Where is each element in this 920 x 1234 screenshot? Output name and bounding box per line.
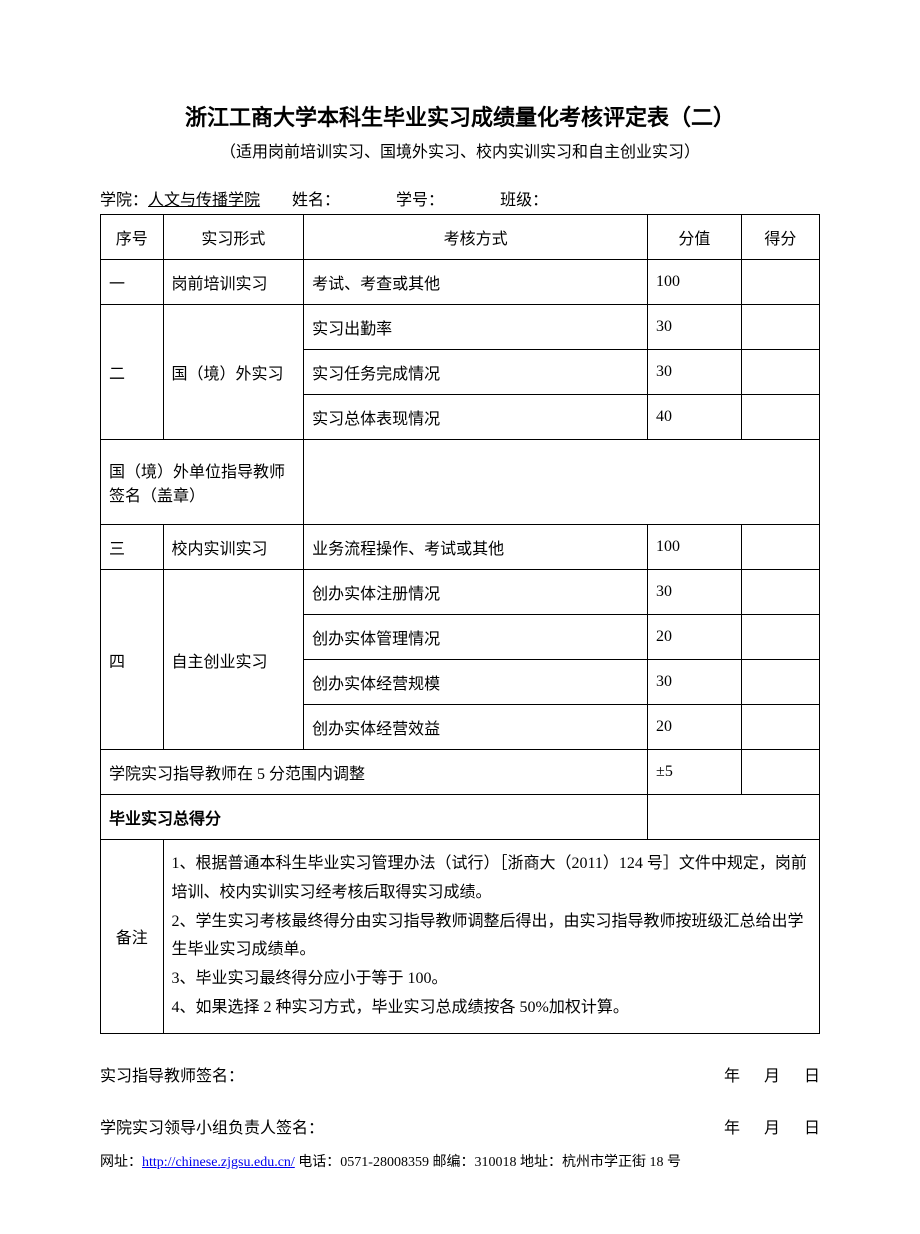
assessment-table: 序号 实习形式 考核方式 分值 得分 一 岗前培训实习 考试、考查或其他 100… (100, 214, 820, 1034)
cell-seq: 三 (101, 525, 164, 570)
cell-score: 30 (648, 660, 742, 705)
name-label: 姓名： (292, 186, 340, 210)
total-label: 毕业实习总得分 (101, 795, 648, 840)
leader-sign-line: 学院实习领导小组负责人签名： 年 月 日 (100, 1114, 820, 1138)
cell-method: 创办实体经营效益 (304, 705, 648, 750)
student-info-line: 学院： 人文与传播学院 姓名： 学号： 班级： (100, 186, 820, 210)
cell-method: 实习出勤率 (304, 305, 648, 350)
document-title: 浙江工商大学本科生毕业实习成绩量化考核评定表（二） (100, 100, 820, 132)
phone-text: 电话：0571-28008359 (295, 1155, 429, 1170)
header-seq: 序号 (101, 215, 164, 260)
note-3: 3、毕业实习最终得分应小于等于 100。 (172, 965, 811, 994)
leader-sign-label: 学院实习领导小组负责人签名： (100, 1114, 324, 1138)
date-placeholder: 年 月 日 (724, 1114, 820, 1138)
cell-get (741, 395, 819, 440)
cell-get (741, 260, 819, 305)
cell-seq: 二 (101, 305, 164, 440)
teacher-sign-label: 实习指导教师签名： (100, 1062, 244, 1086)
note-4: 4、如果选择 2 种实习方式，毕业实习总成绩按各 50%加权计算。 (172, 994, 811, 1023)
cell-get (741, 615, 819, 660)
cell-method: 业务流程操作、考试或其他 (304, 525, 648, 570)
college-label: 学院： (100, 186, 148, 210)
cell-score: 40 (648, 395, 742, 440)
footer: 网址：http://chinese.zjgsu.edu.cn/ 电话：0571-… (100, 1152, 820, 1174)
cell-method: 实习任务完成情况 (304, 350, 648, 395)
cell-method: 创办实体经营规模 (304, 660, 648, 705)
table-row: 四 自主创业实习 创办实体注册情况 30 (101, 570, 820, 615)
signature-space (304, 440, 820, 525)
notes-label: 备注 (101, 840, 164, 1034)
cell-seq: 四 (101, 570, 164, 750)
zip-text: 邮编：310018 (429, 1155, 517, 1170)
cell-method: 创办实体注册情况 (304, 570, 648, 615)
header-score: 分值 (648, 215, 742, 260)
total-value (648, 795, 820, 840)
cell-form: 国（境）外实习 (163, 305, 304, 440)
url-label: 网址： (100, 1155, 142, 1170)
header-get: 得分 (741, 215, 819, 260)
table-header-row: 序号 实习形式 考核方式 分值 得分 (101, 215, 820, 260)
document-subtitle: （适用岗前培训实习、国境外实习、校内实训实习和自主创业实习） (100, 138, 820, 162)
table-row: 三 校内实训实习 业务流程操作、考试或其他 100 (101, 525, 820, 570)
notes-content: 1、根据普通本科生毕业实习管理办法（试行）［浙商大（2011）124 号］文件中… (163, 840, 819, 1034)
table-row: 一 岗前培训实习 考试、考查或其他 100 (101, 260, 820, 305)
cell-get (741, 570, 819, 615)
signature-row: 国（境）外单位指导教师签名（盖章） (101, 440, 820, 525)
cell-score: 20 (648, 615, 742, 660)
id-label: 学号： (396, 186, 444, 210)
cell-form: 岗前培训实习 (163, 260, 304, 305)
cell-score: 30 (648, 305, 742, 350)
cell-score: 30 (648, 350, 742, 395)
adjust-score: ±5 (648, 750, 742, 795)
address-text: 地址：杭州市学正街 18 号 (516, 1155, 681, 1170)
cell-get (741, 350, 819, 395)
cell-form: 校内实训实习 (163, 525, 304, 570)
cell-score: 30 (648, 570, 742, 615)
cell-method: 创办实体管理情况 (304, 615, 648, 660)
college-value: 人文与传播学院 (148, 186, 260, 210)
total-row: 毕业实习总得分 (101, 795, 820, 840)
cell-score: 100 (648, 525, 742, 570)
adjust-row: 学院实习指导教师在 5 分范围内调整 ±5 (101, 750, 820, 795)
header-form: 实习形式 (163, 215, 304, 260)
notes-row: 备注 1、根据普通本科生毕业实习管理办法（试行）［浙商大（2011）124 号］… (101, 840, 820, 1034)
cell-score: 100 (648, 260, 742, 305)
cell-method: 实习总体表现情况 (304, 395, 648, 440)
cell-get (741, 525, 819, 570)
teacher-sign-line: 实习指导教师签名： 年 月 日 (100, 1062, 820, 1086)
note-2: 2、学生实习考核最终得分由实习指导教师调整后得出，由实习指导教师按班级汇总给出学… (172, 908, 811, 966)
cell-method: 考试、考查或其他 (304, 260, 648, 305)
adjust-label: 学院实习指导教师在 5 分范围内调整 (101, 750, 648, 795)
class-label: 班级： (500, 186, 548, 210)
website-link[interactable]: http://chinese.zjgsu.edu.cn/ (142, 1155, 295, 1170)
cell-get (741, 305, 819, 350)
cell-seq: 一 (101, 260, 164, 305)
note-1: 1、根据普通本科生毕业实习管理办法（试行）［浙商大（2011）124 号］文件中… (172, 850, 811, 908)
cell-score: 20 (648, 705, 742, 750)
table-row: 二 国（境）外实习 实习出勤率 30 (101, 305, 820, 350)
signature-label: 国（境）外单位指导教师签名（盖章） (101, 440, 304, 525)
cell-get (741, 705, 819, 750)
header-method: 考核方式 (304, 215, 648, 260)
date-placeholder: 年 月 日 (724, 1062, 820, 1086)
cell-get (741, 750, 819, 795)
cell-form: 自主创业实习 (163, 570, 304, 750)
cell-get (741, 660, 819, 705)
